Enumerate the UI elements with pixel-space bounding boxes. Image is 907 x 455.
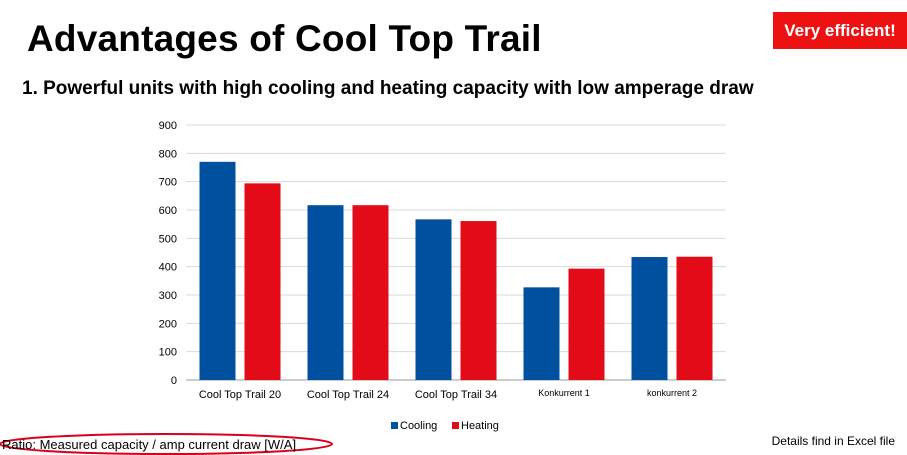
efficiency-badge: Very efficient! xyxy=(773,12,907,49)
bar-cooling xyxy=(523,287,560,380)
bar-cooling xyxy=(631,257,668,380)
y-tick-label: 900 xyxy=(159,120,177,132)
slide-subtitle: 1. Powerful units with high cooling and … xyxy=(22,78,754,99)
x-tick-label: Konkurrent 1 xyxy=(538,388,590,398)
x-tick-label: Cool Top Trail 34 xyxy=(415,389,497,401)
y-tick-label: 600 xyxy=(159,205,177,217)
y-tick-label: 300 xyxy=(159,290,177,302)
x-tick-label: konkurrent 2 xyxy=(647,388,697,398)
highlight-ellipse xyxy=(0,433,333,455)
bar-heating xyxy=(352,205,389,380)
legend-label-cooling: Cooling xyxy=(400,420,437,432)
legend-swatch-cooling xyxy=(391,422,398,429)
bar-cooling xyxy=(415,219,452,380)
bar-heating xyxy=(460,221,497,380)
bar-heating xyxy=(568,268,605,380)
legend-swatch-heating xyxy=(452,422,459,429)
y-tick-label: 100 xyxy=(159,347,177,359)
legend-label-heating: Heating xyxy=(461,420,499,432)
bar-heating xyxy=(244,183,281,380)
x-tick-label: Cool Top Trail 24 xyxy=(307,389,389,401)
y-tick-label: 400 xyxy=(159,262,177,274)
y-tick-label: 800 xyxy=(159,148,177,160)
details-note: Details find in Excel file xyxy=(771,434,895,448)
slide-title: Advantages of Cool Top Trail xyxy=(27,18,542,59)
bar-cooling xyxy=(199,161,236,380)
bar-heating xyxy=(676,256,713,380)
y-tick-label: 700 xyxy=(159,177,177,189)
y-tick-label: 0 xyxy=(171,375,177,387)
bar-cooling xyxy=(307,205,344,380)
ratio-note: Ratio: Measured capacity / amp current d… xyxy=(2,437,297,452)
y-tick-label: 500 xyxy=(159,233,177,245)
y-tick-label: 200 xyxy=(159,318,177,330)
x-tick-label: Cool Top Trail 20 xyxy=(199,389,281,401)
